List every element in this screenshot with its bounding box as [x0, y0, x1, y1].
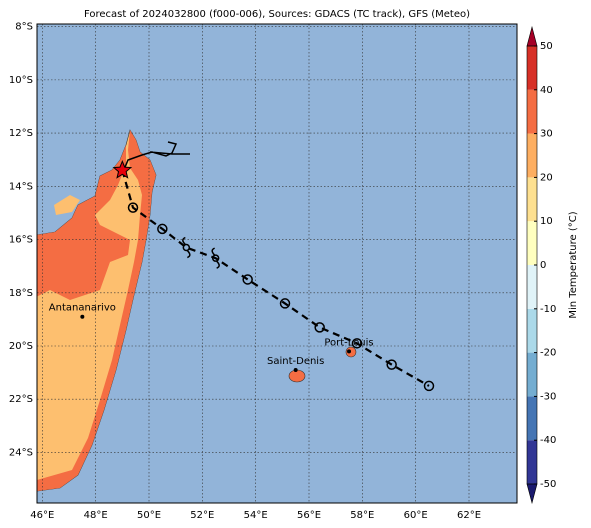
colorbar-band	[527, 89, 537, 134]
city-dot	[293, 367, 298, 372]
storm-arms	[182, 236, 191, 259]
colorbar-label: Min Temperature (°C)	[568, 211, 579, 318]
colorbar-band	[527, 352, 537, 397]
colorbar-tick-label: -10	[540, 304, 556, 315]
colorbar-under	[526, 483, 538, 505]
map-frame	[36, 23, 518, 504]
city-label: Saint-Denis	[267, 356, 324, 367]
y-tick-label: 12°S	[9, 128, 33, 139]
y-tick-label: 14°S	[9, 181, 33, 192]
colorbar-tick-label: 0	[540, 260, 546, 271]
colorbar-band	[527, 308, 537, 353]
city-dot	[347, 349, 351, 354]
track-point	[351, 338, 363, 349]
x-tick-label: 60°E	[404, 510, 428, 521]
colorbar-tick-label: -20	[540, 348, 556, 359]
colorbar-tick-label: 40	[540, 85, 553, 96]
y-tick-label: 20°S	[9, 341, 33, 352]
colorbar-band	[527, 46, 537, 90]
track-point	[423, 380, 435, 392]
colorbar-tick-label: 10	[540, 216, 553, 227]
colorbar: -50 -40 -30 -20 -10 0 10 20 30 40 50	[526, 25, 556, 505]
track-point	[314, 322, 325, 333]
land	[37, 129, 357, 492]
x-tick-label: 58°E	[350, 510, 374, 521]
city-label: Port-Louis	[324, 337, 373, 348]
colorbar-band	[527, 440, 537, 484]
x-tick-label: 52°E	[190, 510, 214, 521]
colorbar-tick-label: 30	[540, 129, 553, 140]
track-storm	[182, 243, 191, 252]
colorbar-band	[527, 177, 537, 222]
colorbar-band	[527, 133, 537, 178]
colorbar-tick-label: 20	[540, 172, 553, 183]
colorbar-band	[527, 265, 537, 309]
y-tick-label: 22°S	[9, 394, 33, 405]
x-tick-label: 46°E	[30, 510, 54, 521]
y-tick-label: 24°S	[9, 447, 33, 458]
colorbar-band	[527, 396, 537, 441]
colorbar-over	[526, 25, 538, 47]
track-point	[279, 298, 291, 309]
colorbar-tick-label: 50	[540, 41, 553, 52]
x-tick-label: 54°E	[244, 510, 268, 521]
x-tick-label: 48°E	[84, 510, 108, 521]
colorbar-tick-label: -50	[540, 479, 556, 490]
x-tick-label: 50°E	[137, 510, 161, 521]
track-storm	[211, 254, 220, 262]
track-point	[157, 223, 168, 235]
x-tick-label: 56°E	[297, 510, 321, 521]
y-tick-label: 8°S	[15, 22, 33, 33]
track-point	[127, 202, 139, 213]
city-dot	[80, 314, 85, 319]
graticule: 46°E 48°E 50°E 52°E 54°E 56°E 58°E 60°E 62°E 8°S 1…	[9, 22, 517, 521]
track-point	[386, 359, 397, 370]
storm-arms	[211, 247, 220, 269]
track-star	[112, 160, 133, 179]
y-tick-label: 18°S	[9, 288, 33, 299]
track-line	[121, 170, 430, 387]
map-title: Forecast of 2024032800 (f000-006), Sourc…	[84, 9, 470, 20]
colorbar-tick-label: -30	[540, 391, 556, 402]
colorbar-tick-label: -40	[540, 435, 556, 446]
colorbar-band	[527, 221, 537, 265]
y-tick-label: 10°S	[9, 75, 33, 86]
y-tick-label: 16°S	[9, 235, 33, 246]
city-label: Antananarivo	[49, 303, 116, 314]
x-tick-label: 62°E	[457, 510, 481, 521]
track-point	[242, 274, 253, 285]
